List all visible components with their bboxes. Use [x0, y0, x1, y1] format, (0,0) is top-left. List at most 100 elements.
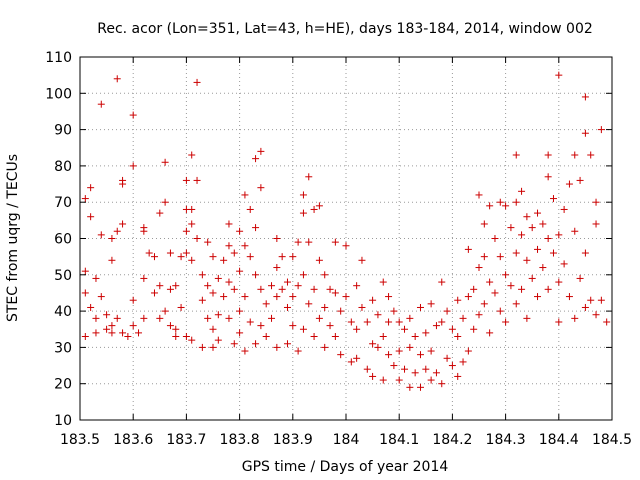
data-point	[273, 293, 281, 301]
chart-title: Rec. acor (Lon=351, Lat=43, h=HE), days …	[97, 21, 593, 37]
data-point	[262, 333, 270, 341]
data-point	[230, 285, 238, 293]
data-point	[321, 343, 329, 351]
data-point	[113, 314, 121, 322]
x-tick-label: 183.5	[60, 432, 100, 448]
data-point	[129, 322, 137, 330]
data-point	[411, 369, 419, 377]
data-point	[108, 256, 116, 264]
data-point	[486, 278, 494, 286]
data-point	[470, 285, 478, 293]
data-point	[326, 285, 334, 293]
data-point	[528, 224, 536, 232]
data-point	[246, 318, 254, 326]
data-point	[150, 253, 158, 261]
data-point	[108, 329, 116, 337]
data-point	[305, 300, 313, 308]
data-point	[204, 238, 212, 246]
y-tick-label: 40	[54, 304, 72, 320]
x-tick-label: 184.1	[379, 432, 419, 448]
data-point	[252, 155, 260, 163]
y-tick-label: 90	[54, 123, 72, 139]
data-point	[188, 205, 196, 213]
data-point	[241, 293, 249, 301]
data-point	[539, 220, 547, 228]
data-point	[454, 372, 462, 380]
data-point	[103, 325, 111, 333]
data-point	[512, 198, 520, 206]
data-point	[571, 314, 579, 322]
data-point	[214, 336, 222, 344]
data-point	[443, 354, 451, 362]
x-tick-label: 183.7	[166, 432, 206, 448]
data-point	[289, 293, 297, 301]
data-point	[432, 322, 440, 330]
data-point	[262, 300, 270, 308]
data-point	[182, 333, 190, 341]
data-point	[236, 307, 244, 315]
data-point	[549, 195, 557, 203]
data-point	[230, 249, 238, 257]
data-point	[119, 180, 127, 188]
data-point	[379, 278, 387, 286]
data-point	[161, 198, 169, 206]
data-point	[379, 333, 387, 341]
data-point	[401, 365, 409, 373]
data-point	[321, 271, 329, 279]
data-point	[119, 329, 127, 337]
data-point	[252, 271, 260, 279]
data-point	[289, 322, 297, 330]
data-point	[475, 311, 483, 319]
data-point	[145, 249, 153, 257]
data-point	[406, 343, 414, 351]
data-point	[299, 209, 307, 217]
data-point	[129, 296, 137, 304]
data-point	[225, 314, 233, 322]
data-point	[268, 282, 276, 290]
data-point	[385, 318, 393, 326]
data-point	[544, 235, 552, 242]
data-point	[581, 249, 589, 257]
data-point	[353, 325, 361, 333]
data-point	[427, 376, 435, 384]
data-point	[363, 365, 371, 373]
data-point	[438, 380, 446, 388]
x-tick-label: 184.3	[486, 432, 526, 448]
data-point	[480, 220, 488, 228]
data-point	[166, 249, 174, 257]
data-point	[273, 343, 281, 351]
data-point	[523, 256, 531, 264]
data-point	[172, 333, 180, 341]
data-points	[81, 71, 611, 391]
data-point	[225, 220, 233, 228]
data-point	[204, 314, 212, 322]
data-point	[549, 249, 557, 257]
data-point	[512, 249, 520, 257]
data-point	[214, 274, 222, 282]
data-point	[427, 347, 435, 355]
y-tick-label: 50	[54, 268, 72, 284]
data-point	[278, 253, 286, 261]
data-point	[507, 224, 515, 232]
data-point	[129, 111, 137, 119]
data-point	[172, 325, 180, 333]
data-point	[321, 303, 329, 311]
data-point	[97, 293, 105, 301]
data-point	[491, 235, 499, 242]
plot-frame	[79, 56, 613, 421]
data-point	[369, 372, 377, 380]
data-point	[544, 151, 552, 159]
data-point	[214, 311, 222, 319]
data-point	[193, 176, 201, 184]
data-point	[358, 303, 366, 311]
data-point	[156, 209, 164, 217]
data-point	[299, 325, 307, 333]
data-point	[188, 336, 196, 344]
data-point	[358, 256, 366, 264]
data-point	[422, 365, 430, 373]
data-point	[257, 322, 265, 330]
data-point	[395, 376, 403, 384]
data-point	[486, 329, 494, 337]
data-point	[161, 307, 169, 315]
